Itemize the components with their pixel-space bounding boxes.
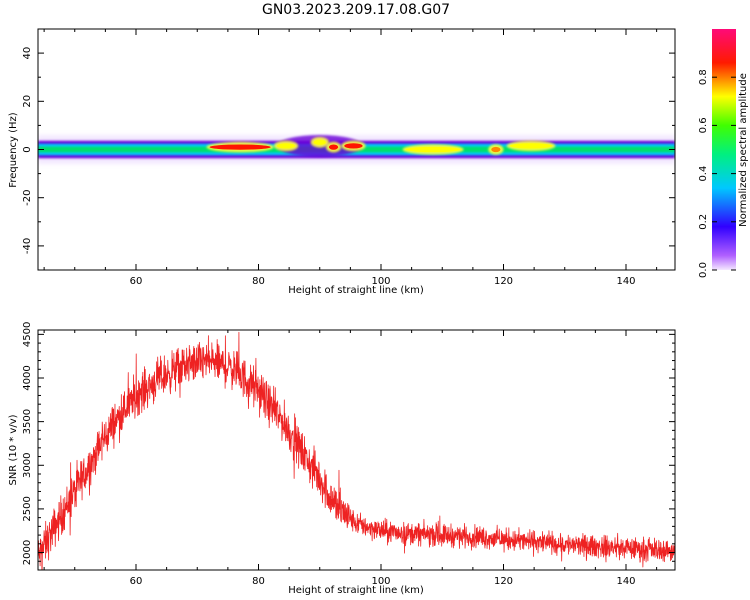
ridge-peak xyxy=(276,143,296,149)
snr-x-tick-label: 120 xyxy=(494,576,513,587)
snr-series-line xyxy=(38,331,675,570)
spectrogram-y-tick-label: -40 xyxy=(22,238,33,254)
colorbar: 0.0 0.2 0.4 0.6 0.8 Normalized spectral ampl… xyxy=(698,29,749,278)
colorbar-ticks: 0.0 0.2 0.4 0.6 0.8 xyxy=(698,69,736,278)
spectral-ridge xyxy=(38,135,675,164)
snr-x-axis-label: Height of straight line (km) xyxy=(288,585,424,596)
ridge-peak xyxy=(209,144,271,150)
colorbar-tick-label: 0.8 xyxy=(698,69,709,85)
snr-y-tick-label: 3000 xyxy=(22,453,33,478)
ridge-peak xyxy=(344,143,363,149)
spectrogram-y-tick-label: -20 xyxy=(22,190,33,206)
snr-y-axis-label: SNR (10 * v/v) xyxy=(8,414,19,485)
spectrogram-x-tick-label: 140 xyxy=(616,276,635,287)
snr-y-tick-label: 2000 xyxy=(22,540,33,565)
spectrogram-y-axis-label: Frequency (Hz) xyxy=(8,112,19,188)
colorbar-tick-label: 0.6 xyxy=(698,117,709,133)
figure-title: GN03.2023.209.17.08.G07 xyxy=(262,2,450,18)
colorbar-tick-label: 0.2 xyxy=(698,214,709,230)
snr-frame xyxy=(37,329,676,571)
spectrogram-y-ticks: -40 -20 0 20 40 xyxy=(22,28,675,271)
snr-x-tick-label: 80 xyxy=(252,576,265,587)
spectrogram-y-tick-label: 40 xyxy=(22,47,33,60)
colorbar-tick-label: 0.4 xyxy=(698,166,709,182)
colorbar-gradient xyxy=(712,29,736,270)
ridge-peak xyxy=(509,143,553,149)
snr-y-tick-label: 4500 xyxy=(22,322,33,347)
snr-y-ticks: 2000 2500 3000 3500 4000 4500 xyxy=(22,322,675,571)
ridge-peak xyxy=(313,139,326,145)
snr-x-tick-label: 100 xyxy=(371,576,390,587)
spectrogram-panel: 60 80 100 120 140 -40 -20 0 20 40 Height of stra… xyxy=(8,28,676,296)
colorbar-label: Normalized spectral amplitude xyxy=(738,73,749,227)
snr-y-tick-label: 2500 xyxy=(22,496,33,521)
spectrogram-y-tick-label: 20 xyxy=(22,95,33,108)
spectrogram-x-tick-label: 120 xyxy=(494,276,513,287)
snr-x-ticks: 60 80 100 120 140 xyxy=(43,330,658,587)
spectrogram-y-tick-label: 0 xyxy=(22,146,33,152)
spectrogram-x-tick-label: 100 xyxy=(371,276,390,287)
spectrogram-x-tick-label: 60 xyxy=(130,276,143,287)
spectrogram-x-ticks: 60 80 100 120 140 xyxy=(43,29,658,287)
snr-x-tick-label: 140 xyxy=(616,576,635,587)
snr-x-tick-label: 60 xyxy=(130,576,143,587)
ridge-peak xyxy=(328,144,339,150)
snr-y-tick-label: 4000 xyxy=(22,365,33,390)
snr-panel: 60 80 100 120 140 2000 2500 3000 3500 4000 4500 H… xyxy=(8,322,676,596)
ridge-peak xyxy=(491,146,501,153)
ridge-peak xyxy=(405,146,461,153)
snr-y-tick-label: 3500 xyxy=(22,409,33,434)
spectrogram-x-tick-label: 80 xyxy=(252,276,265,287)
spectrogram-x-axis-label: Height of straight line (km) xyxy=(288,285,424,296)
colorbar-tick-label: 0.0 xyxy=(698,262,709,278)
